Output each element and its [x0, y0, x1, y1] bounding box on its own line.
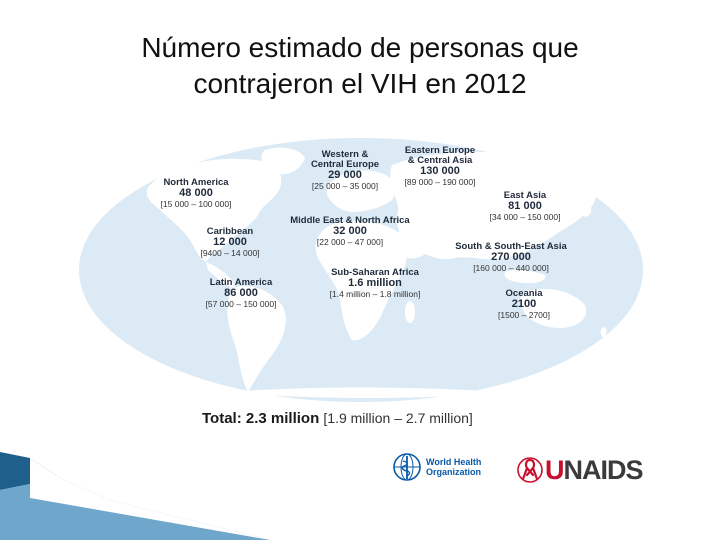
region-value: 270 000: [491, 251, 531, 263]
land-asia: [390, 151, 596, 260]
region-name: Western & Central Europe: [310, 149, 380, 170]
region-name: Eastern Europe & Central Asia: [404, 145, 476, 166]
title-line-1: Número estimado de personas que: [141, 32, 579, 63]
total-label: Total: 2.3 million: [202, 410, 320, 427]
land-indonesia: [504, 269, 546, 284]
corner-decoration-white: [30, 458, 270, 540]
land-africa: [315, 220, 407, 341]
region-value: 12 000: [213, 236, 247, 248]
total-estimate: Total: 2.3 million [1.9 million – 2.7 mi…: [202, 410, 473, 427]
region-name: Middle East & North Africa: [290, 215, 410, 226]
region-value: 130 000: [420, 165, 460, 177]
red-ribbon-icon: [517, 457, 543, 483]
land-australia: [520, 288, 587, 328]
region-range: [22 000 – 47 000]: [316, 237, 384, 247]
unaids-rest: NAIDS: [563, 454, 644, 485]
region-name: Oceania: [505, 288, 543, 299]
region-subsaharan-africa: Sub-Saharan Africa 1.6 million [1.4 mill…: [312, 267, 438, 300]
region-name: North America: [163, 177, 229, 188]
who-line-2: Organization: [426, 467, 482, 477]
title-line-2: contrajeron el VIH en 2012: [193, 68, 527, 99]
region-name: South & South-East Asia: [455, 241, 567, 252]
region-western-central-europe: Western & Central Europe 29 000 [25 000 …: [300, 149, 390, 192]
region-name: Latin America: [209, 277, 273, 288]
who-emblem-icon: [393, 453, 421, 481]
land-central-america: [206, 262, 235, 288]
land-japan: [581, 203, 592, 217]
unaids-wordmark: UNAIDS: [545, 454, 644, 486]
region-range: [15 000 – 100 000]: [160, 199, 232, 209]
region-range: [1500 – 2700]: [498, 310, 550, 320]
land-north-america: [146, 158, 282, 262]
region-name: Sub-Saharan Africa: [331, 267, 419, 278]
land-antarctica: [230, 387, 500, 398]
region-caribbean: Caribbean 12 000 [9400 – 14 000]: [190, 226, 270, 259]
region-range: [89 000 – 190 000]: [404, 177, 476, 187]
region-value: 29 000: [328, 169, 362, 181]
who-logo: World Health Organization: [392, 452, 481, 482]
who-line-1: World Health: [426, 457, 482, 467]
region-south-southeast-asia: South & South-East Asia 270 000 [160 000…: [444, 241, 578, 274]
region-oceania: Oceania 2100 [1500 – 2700]: [488, 288, 560, 321]
region-eastern-europe-central-asia: Eastern Europe & Central Asia 130 000 [8…: [392, 145, 488, 188]
land-madagascar: [405, 301, 415, 323]
land-arabia: [397, 230, 430, 259]
region-range: [160 000 – 440 000]: [473, 263, 549, 273]
total-range: [1.9 million – 2.7 million]: [323, 410, 473, 426]
region-name: East Asia: [503, 190, 547, 201]
region-east-asia: East Asia 81 000 [34 000 – 150 000]: [482, 190, 568, 223]
region-value: 86 000: [224, 287, 258, 299]
region-range: [9400 – 14 000]: [200, 248, 260, 258]
region-range: [1.4 million – 1.8 million]: [329, 289, 421, 299]
land-south-america: [227, 285, 286, 392]
region-value: 1.6 million: [348, 277, 402, 289]
region-range: [57 000 – 150 000]: [205, 299, 277, 309]
region-north-america: North America 48 000 [15 000 – 100 000]: [152, 177, 240, 210]
land-new-zealand: [600, 327, 607, 338]
land-europe: [326, 170, 396, 212]
region-value: 81 000: [508, 200, 542, 212]
who-name: World Health Organization: [426, 457, 481, 477]
slide-title: Número estimado de personas que contraje…: [0, 30, 720, 102]
region-latin-america: Latin America 86 000 [57 000 – 150 000]: [195, 277, 287, 310]
region-range: [34 000 – 150 000]: [489, 212, 561, 222]
region-value: 48 000: [179, 187, 213, 199]
region-name: Caribbean: [206, 226, 254, 237]
region-middle-east-north-africa: Middle East & North Africa 32 000 [22 00…: [278, 215, 422, 248]
land-greenland: [261, 147, 305, 175]
unaids-u: U: [545, 454, 564, 485]
unaids-logo: UNAIDS: [517, 453, 644, 487]
region-value: 32 000: [333, 225, 367, 237]
region-value: 2100: [511, 298, 537, 310]
region-range: [25 000 – 35 000]: [311, 181, 379, 191]
